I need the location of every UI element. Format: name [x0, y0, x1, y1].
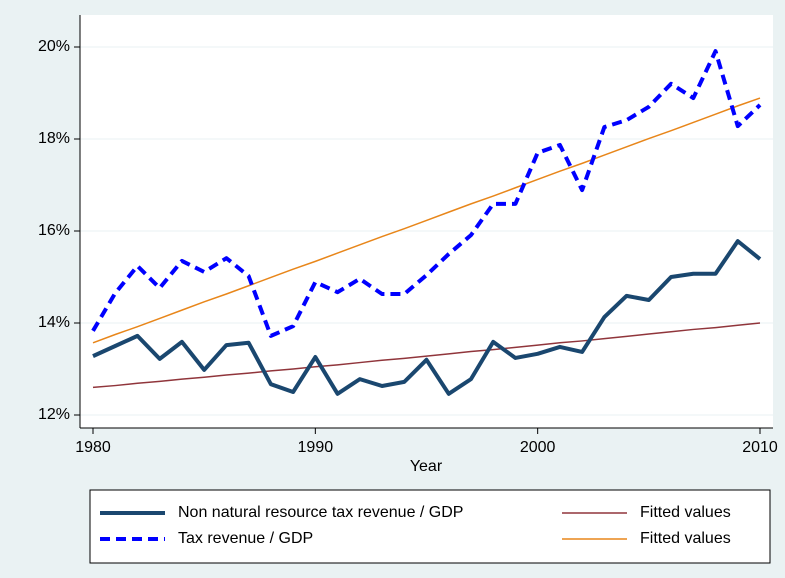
y-tick-label: 14%: [38, 314, 70, 331]
x-tick-label: 1980: [75, 439, 111, 456]
x-tick-label: 2010: [742, 439, 778, 456]
y-tick-label: 20%: [38, 38, 70, 55]
x-tick-label: 2000: [520, 439, 556, 456]
y-tick-label: 16%: [38, 222, 70, 239]
legend-label: Non natural resource tax revenue / GDP: [178, 504, 463, 521]
x-axis-title: Year: [410, 458, 443, 475]
y-tick-label: 18%: [38, 130, 70, 147]
series-line: [92, 97, 761, 344]
series-line: [92, 322, 761, 389]
series-line: [91, 49, 762, 338]
plot-area: [80, 15, 773, 428]
legend-label: Fitted values: [640, 504, 731, 521]
y-tick-label: 12%: [38, 406, 70, 423]
legend-box: [89, 489, 771, 564]
legend-label: Fitted values: [640, 530, 731, 547]
legend-label: Tax revenue / GDP: [178, 530, 313, 547]
series-line: [92, 239, 762, 396]
x-tick-label: 1990: [298, 439, 334, 456]
